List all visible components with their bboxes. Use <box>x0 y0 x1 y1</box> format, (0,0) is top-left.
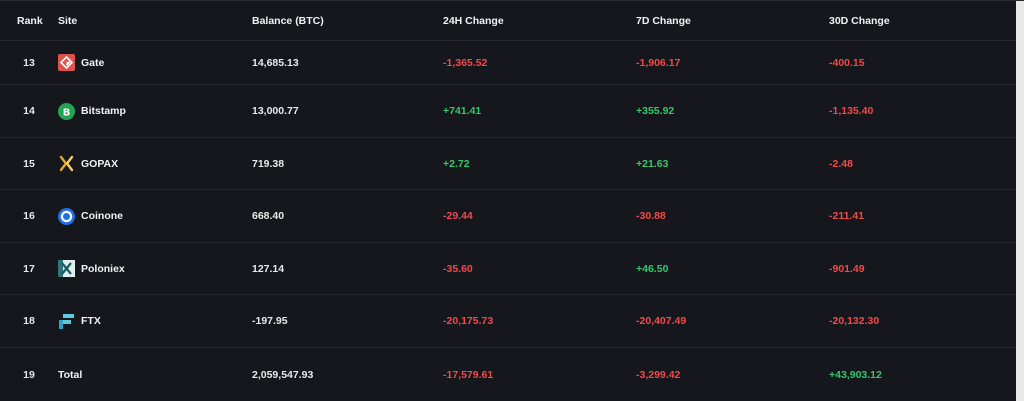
change-30d-cell: +43,903.12 <box>829 368 882 381</box>
site-cell: Total <box>58 348 248 401</box>
change-30d-cell: -1,135.40 <box>829 105 874 117</box>
change-24h-cell: -35.60 <box>443 262 473 275</box>
table-row-total[interactable]: 19 Total 2,059,547.93 -17,579.61 -3,299.… <box>0 348 1016 401</box>
gate-icon <box>58 54 75 71</box>
site-name: Coinone <box>81 210 123 222</box>
table-header-row: Rank Site Balance (BTC) 24H Change 7D Ch… <box>0 1 1016 41</box>
site-cell[interactable]: Gate <box>58 41 248 84</box>
coinone-icon <box>58 207 75 225</box>
site-name: GOPAX <box>81 157 119 170</box>
rank-cell: 17 <box>23 262 35 275</box>
site-name: FTX <box>81 315 101 327</box>
header-24h-change[interactable]: 24H Change <box>443 14 504 27</box>
balance-cell: 668.40 <box>252 210 285 222</box>
change-30d-cell: -901.49 <box>829 262 865 275</box>
bitstamp-icon: B <box>58 102 75 120</box>
site-name: Poloniex <box>81 262 125 275</box>
header-rank[interactable]: Rank <box>17 14 43 27</box>
balance-cell: -197.95 <box>252 315 288 327</box>
rank-cell: 14 <box>23 105 35 117</box>
balance-cell: 2,059,547.93 <box>252 368 314 381</box>
table-row[interactable]: 18 FTX -197.95 -20,175.73 -20,407.49 -20… <box>0 295 1016 348</box>
rank-cell: 16 <box>23 210 35 222</box>
site-cell[interactable]: Poloniex <box>58 243 248 294</box>
change-7d-cell: +46.50 <box>636 262 669 275</box>
page-edge <box>1016 1 1024 401</box>
change-7d-cell: +21.63 <box>636 157 669 170</box>
change-24h-cell: +2.72 <box>443 157 470 170</box>
change-7d-cell: -20,407.49 <box>636 315 687 327</box>
table-row[interactable]: 17 Poloniex 127.14 -35.60 +46.50 -901.49 <box>0 243 1016 295</box>
header-30d-change[interactable]: 30D Change <box>829 14 890 27</box>
rank-cell: 13 <box>23 56 35 69</box>
svg-text:B: B <box>63 107 71 118</box>
change-24h-cell: -1,365.52 <box>443 56 488 69</box>
change-7d-cell: -1,906.17 <box>636 56 681 69</box>
site-name: Bitstamp <box>81 105 126 117</box>
table-row[interactable]: 14 B Bitstamp 13,000.77 +741.41 +355.92 … <box>0 85 1016 138</box>
change-7d-cell: +355.92 <box>636 105 675 117</box>
site-name: Total <box>58 368 83 381</box>
rank-cell: 15 <box>23 157 35 170</box>
change-24h-cell: +741.41 <box>443 105 482 117</box>
change-24h-cell: -17,579.61 <box>443 368 494 381</box>
change-30d-cell: -2.48 <box>829 157 853 170</box>
gopax-icon <box>58 155 75 172</box>
header-7d-change[interactable]: 7D Change <box>636 14 691 27</box>
site-name: Gate <box>81 56 105 69</box>
site-cell[interactable]: GOPAX <box>58 138 248 189</box>
change-24h-cell: -20,175.73 <box>443 315 494 327</box>
change-24h-cell: -29.44 <box>443 210 473 222</box>
header-site[interactable]: Site <box>58 14 78 27</box>
change-7d-cell: -30.88 <box>636 210 666 222</box>
rank-cell: 18 <box>23 315 35 327</box>
ftx-icon <box>58 313 75 330</box>
table-row[interactable]: 16 Coinone 668.40 -29.44 -30.88 -211.41 <box>0 190 1016 243</box>
table-row[interactable]: 13 Gate 14,685.13 -1,365.52 -1,906.17 -4… <box>0 41 1016 85</box>
poloniex-icon <box>58 260 75 277</box>
change-30d-cell: -211.41 <box>829 210 865 222</box>
balance-cell: 719.38 <box>252 157 285 170</box>
site-cell[interactable]: Coinone <box>58 190 248 242</box>
change-30d-cell: -400.15 <box>829 56 865 69</box>
site-cell[interactable]: FTX <box>58 295 248 347</box>
rank-cell: 19 <box>23 368 35 381</box>
site-cell[interactable]: B Bitstamp <box>58 85 248 137</box>
header-balance[interactable]: Balance (BTC) <box>252 14 324 27</box>
change-7d-cell: -3,299.42 <box>636 368 681 381</box>
change-30d-cell: -20,132.30 <box>829 315 880 327</box>
balance-cell: 127.14 <box>252 262 285 275</box>
table-row[interactable]: 15 GOPAX 719.38 +2.72 +21.63 -2.48 <box>0 138 1016 190</box>
balance-cell: 13,000.77 <box>252 105 299 117</box>
balance-cell: 14,685.13 <box>252 56 299 69</box>
